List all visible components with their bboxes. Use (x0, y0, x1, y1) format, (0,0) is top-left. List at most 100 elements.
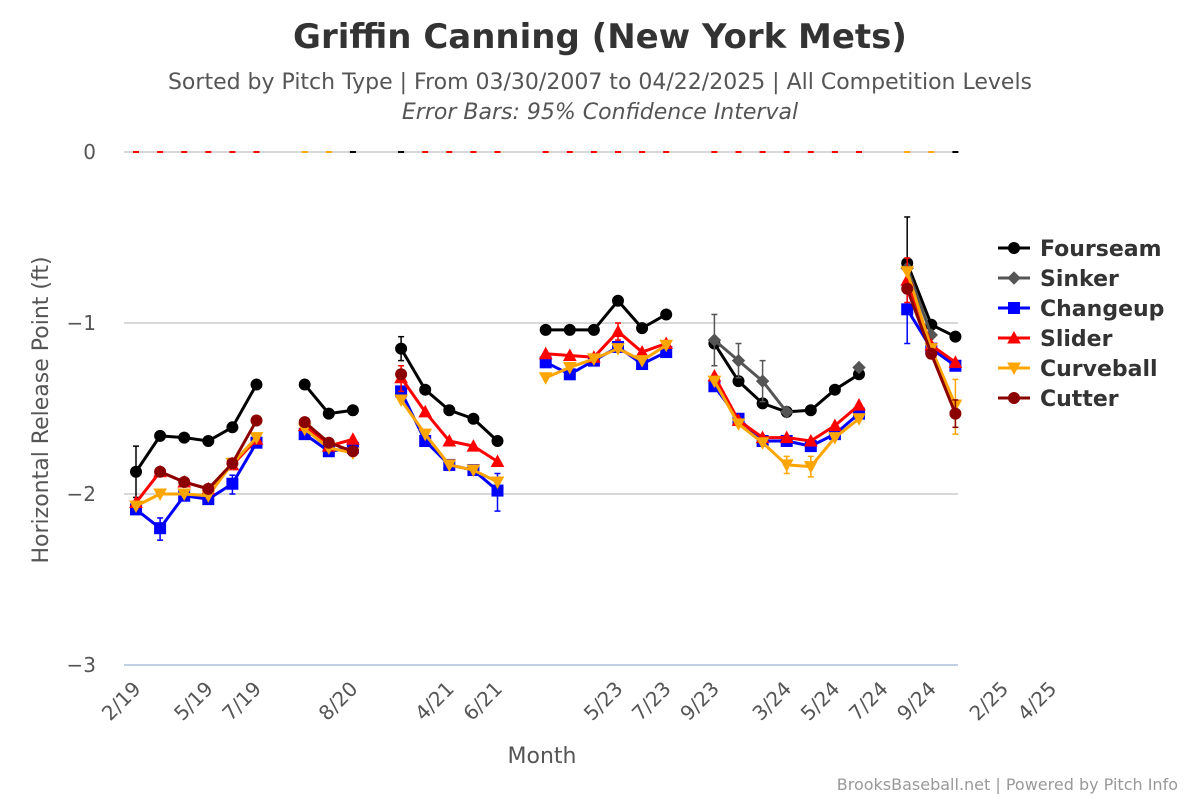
data-point[interactable] (779, 405, 794, 419)
data-point[interactable] (346, 432, 360, 445)
y-tick-label: 0 (83, 140, 96, 164)
data-point[interactable] (611, 324, 625, 338)
data-point[interactable] (467, 412, 480, 425)
data-point[interactable] (443, 404, 456, 417)
legend-marker[interactable] (1008, 242, 1020, 254)
legend-item-fourseam[interactable]: Fourseam (998, 237, 1162, 262)
legend-item-slider[interactable]: Slider (998, 327, 1113, 352)
y-axis-ticks: 0 −1 −2 −3 (67, 140, 96, 677)
data-point[interactable] (177, 488, 192, 502)
data-point[interactable] (490, 454, 505, 468)
data-point[interactable] (563, 323, 576, 336)
legend-item-sinker[interactable]: Sinker (998, 267, 1119, 292)
data-point[interactable] (202, 482, 215, 495)
data-point[interactable] (418, 404, 433, 418)
data-point[interactable] (707, 333, 722, 347)
data-point[interactable] (178, 476, 191, 489)
data-point[interactable] (707, 375, 722, 389)
series-area (129, 216, 963, 541)
data-point[interactable] (466, 439, 481, 452)
data-point[interactable] (948, 355, 963, 368)
data-point[interactable] (154, 465, 167, 478)
data-point[interactable] (226, 477, 239, 490)
legend-item-curveball[interactable]: Curveball (998, 357, 1158, 382)
data-point[interactable] (539, 323, 552, 336)
x-axis-ticks: 2/19 5/19 7/19 8/20 4/21 6/21 5/23 7/23 9/23 3/24… (97, 677, 1062, 726)
legend-marker[interactable] (1008, 302, 1020, 314)
data-point[interactable] (779, 459, 794, 472)
data-point[interactable] (636, 322, 649, 335)
data-point[interactable] (153, 488, 167, 502)
data-point[interactable] (298, 378, 311, 391)
data-point[interactable] (491, 434, 504, 447)
data-point[interactable] (226, 457, 239, 470)
data-point[interactable] (660, 308, 673, 321)
data-point[interactable] (395, 342, 408, 355)
data-point[interactable] (949, 330, 962, 343)
legend-marker[interactable] (1007, 362, 1021, 376)
legend-marker[interactable] (1007, 330, 1021, 344)
data-point[interactable] (731, 418, 746, 431)
legend-marker[interactable] (1007, 271, 1021, 285)
data-point[interactable] (925, 347, 938, 360)
data-point[interactable] (202, 434, 215, 447)
data-point[interactable] (130, 465, 142, 478)
data-point[interactable] (803, 433, 818, 447)
legend-label: Cutter (1040, 387, 1119, 412)
data-point[interactable] (250, 414, 263, 427)
data-point[interactable] (803, 461, 818, 474)
data-point[interactable] (587, 323, 600, 336)
data-point[interactable] (852, 413, 866, 426)
data-point[interactable] (419, 383, 432, 396)
data-point[interactable] (346, 404, 359, 417)
data-point[interactable] (779, 430, 794, 444)
data-point[interactable] (612, 294, 624, 307)
data-point[interactable] (394, 394, 408, 407)
data-point[interactable] (322, 436, 335, 449)
chart-title: Griffin Canning (New York Mets) (293, 17, 907, 57)
data-point[interactable] (755, 437, 770, 450)
data-point[interactable] (538, 372, 553, 385)
data-point[interactable] (828, 383, 841, 396)
data-point[interactable] (466, 464, 481, 478)
data-point[interactable] (900, 266, 915, 279)
data-point[interactable] (418, 428, 433, 442)
data-point[interactable] (852, 398, 866, 411)
data-point[interactable] (226, 421, 239, 434)
data-point[interactable] (538, 346, 553, 360)
legend-marker[interactable] (1008, 392, 1020, 404)
data-point[interactable] (490, 476, 505, 490)
x-tick-label: 9/23 (675, 677, 724, 726)
data-point[interactable] (249, 432, 264, 445)
data-point[interactable] (298, 416, 311, 429)
data-point[interactable] (587, 353, 601, 366)
data-point[interactable] (250, 378, 263, 391)
data-point[interactable] (635, 355, 649, 368)
data-point[interactable] (346, 445, 359, 458)
data-point[interactable] (442, 459, 457, 472)
data-point[interactable] (659, 339, 674, 353)
data-point[interactable] (949, 407, 962, 420)
data-point[interactable] (828, 418, 842, 432)
data-point[interactable] (852, 360, 866, 375)
data-point[interactable] (322, 407, 335, 420)
data-point[interactable] (804, 404, 817, 417)
data-point[interactable] (154, 522, 167, 535)
data-point[interactable] (901, 303, 914, 316)
data-point[interactable] (562, 361, 577, 375)
credits[interactable]: BrooksBaseball.net | Powered by Pitch In… (837, 775, 1178, 794)
data-point[interactable] (755, 374, 770, 388)
data-point[interactable] (442, 433, 457, 447)
data-point[interactable] (731, 353, 746, 368)
data-point[interactable] (901, 282, 914, 295)
data-point[interactable] (395, 368, 408, 381)
data-point[interactable] (178, 431, 191, 444)
data-point[interactable] (611, 343, 625, 356)
legend: Fourseam Sinker Changeup Slider Curveball Cut… (998, 237, 1164, 412)
legend-item-changeup[interactable]: Changeup (998, 297, 1164, 322)
data-point[interactable] (154, 429, 167, 442)
data-point[interactable] (129, 500, 143, 514)
data-point[interactable] (562, 348, 577, 361)
legend-item-cutter[interactable]: Cutter (998, 387, 1119, 412)
data-point[interactable] (828, 432, 842, 445)
